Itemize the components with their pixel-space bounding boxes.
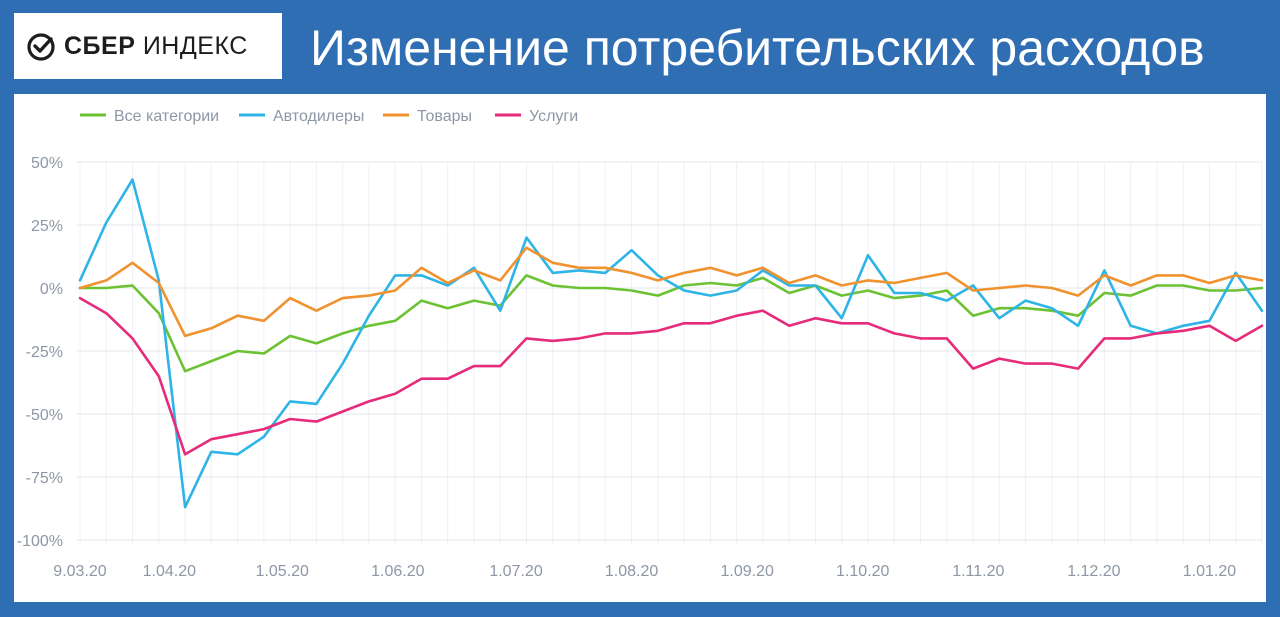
series-lines <box>78 178 1264 509</box>
legend-label: Автодилеры <box>273 108 364 125</box>
y-tick-label: -50% <box>26 407 63 424</box>
series-line-3 <box>78 246 1264 338</box>
y-tick-label: 25% <box>31 218 63 235</box>
line-chart: 50% 25% 0% -25% -50% -75% -100% 9.03.20 1.04.20… <box>17 108 1264 580</box>
x-tick-label: 1.11.20 <box>952 563 1004 580</box>
logo-bold: СБЕР <box>64 32 136 60</box>
y-tick-label: -25% <box>26 344 63 361</box>
series-line-1 <box>78 274 1264 373</box>
y-tick-label: 0% <box>40 281 63 298</box>
legend: Все категории Автодилеры Товары Услуги <box>80 108 578 125</box>
series-line-4 <box>78 296 1264 456</box>
y-tick-label: -100% <box>17 533 63 550</box>
x-tick-label: 1.12.20 <box>1067 563 1120 580</box>
y-axis-labels: 50% 25% 0% -25% -50% -75% -100% <box>17 155 63 550</box>
logo-text: СБЕР ИНДЕКС <box>64 32 248 61</box>
page-title: Изменение потребительских расходов <box>310 20 1205 76</box>
x-tick-label: 1.07.20 <box>489 563 542 580</box>
y-tick-label: 50% <box>31 155 63 172</box>
y-tick-label: -75% <box>26 470 63 487</box>
chart-panel: 50% 25% 0% -25% -50% -75% -100% 9.03.20 1.04.20… <box>14 94 1266 602</box>
logo-light: ИНДЕКС <box>142 32 248 60</box>
x-tick-label: 9.03.20 <box>53 563 106 580</box>
x-tick-label: 1.08.20 <box>605 563 658 580</box>
legend-label: Услуги <box>529 108 578 125</box>
x-tick-label: 1.01.20 <box>1183 563 1236 580</box>
x-tick-label: 1.06.20 <box>371 563 424 580</box>
x-tick-label: 1.05.20 <box>256 563 309 580</box>
legend-label: Все категории <box>114 108 219 125</box>
horizontal-grid <box>76 161 1262 541</box>
x-tick-label: 1.09.20 <box>720 563 773 580</box>
vertical-grid <box>79 162 1263 544</box>
logo: СБЕР ИНДЕКС <box>14 13 282 79</box>
x-axis-labels: 9.03.20 1.04.20 1.05.20 1.06.20 1.07.20 1.08.… <box>53 563 1236 580</box>
x-tick-label: 1.04.20 <box>143 563 196 580</box>
x-tick-label: 1.10.20 <box>836 563 889 580</box>
legend-label: Товары <box>417 108 472 125</box>
series-line-2 <box>78 178 1264 509</box>
sber-logo-icon <box>27 33 55 61</box>
